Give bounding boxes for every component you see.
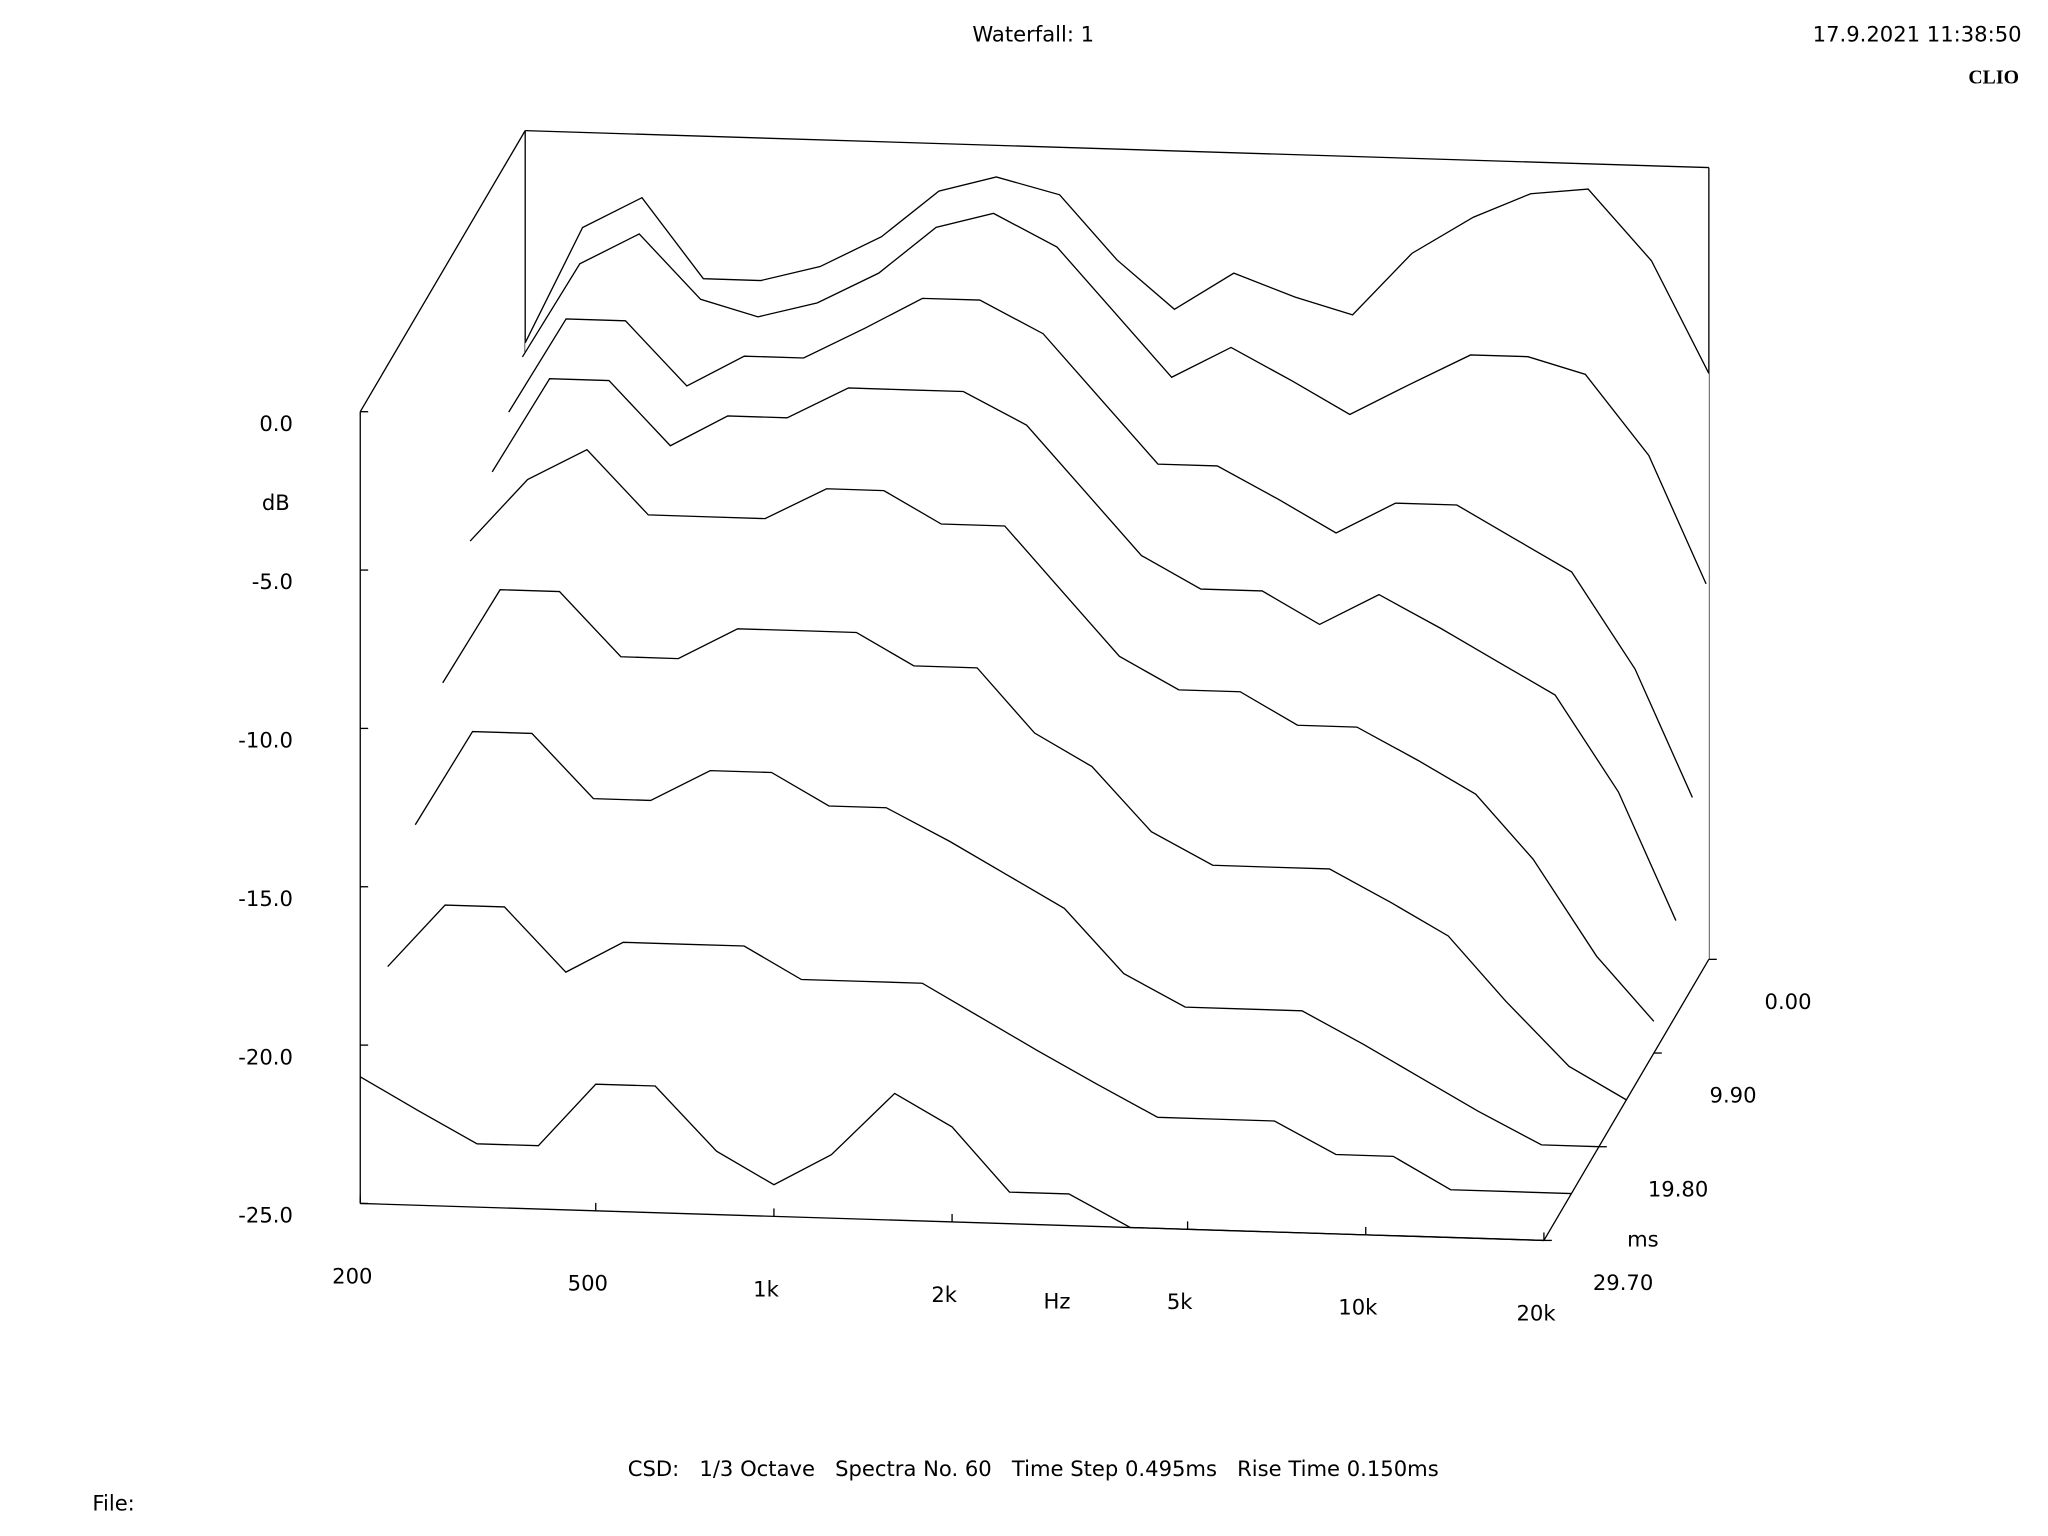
spectrum-slice	[508, 297, 1693, 798]
spectrum-slice	[524, 176, 1710, 374]
z-tick-label: 29.70	[1593, 1270, 1653, 1295]
spectrum-slice	[521, 212, 1707, 585]
x-axis-label: Hz	[1044, 1288, 1071, 1313]
x-tick-label: 10k	[1338, 1295, 1378, 1320]
slice-mask	[360, 1076, 1544, 1241]
x-tick-label: 200	[332, 1263, 372, 1288]
y-tick-label: -15.0	[238, 886, 293, 911]
y-axis-label: dB	[262, 490, 290, 515]
y-tick-label: -20.0	[238, 1044, 293, 1069]
spectrum-slice	[469, 448, 1655, 1022]
y-tick-label: 0.0	[259, 411, 293, 436]
y-tick-label: -10.0	[238, 728, 293, 753]
z-tick-label: 9.90	[1710, 1083, 1757, 1108]
spectrum-slice	[491, 378, 1677, 921]
chart-title: Waterfall: 1	[972, 22, 1094, 47]
z-axis-label: ms	[1627, 1226, 1659, 1251]
x-tick-label: 1k	[753, 1276, 779, 1301]
right-depth-edge	[1543, 959, 1710, 1241]
spectrum-slice	[442, 589, 1627, 1101]
left-top-edge	[359, 130, 526, 413]
z-tick-label: 19.80	[1648, 1176, 1708, 1201]
file-label: File:	[92, 1490, 134, 1515]
x-tick-label: 5k	[1167, 1289, 1193, 1314]
back-top-edge	[525, 129, 1709, 169]
spectrum-slice	[387, 904, 1572, 1195]
x-tick-label: 2k	[931, 1282, 957, 1307]
y-tick-label: -5.0	[252, 569, 293, 594]
brand: CLIO	[1968, 67, 2019, 89]
x-tick-label: 500	[568, 1271, 608, 1296]
z-tick-label: 0.00	[1765, 989, 1812, 1014]
timestamp: 17.9.2021 11:38:50	[1813, 22, 2022, 47]
spectrum-slice	[414, 730, 1599, 1148]
footer: CSD: 1/3 Octave Spectra No. 60 Time Step…	[628, 1456, 1439, 1481]
x-tick-label: 20k	[1516, 1300, 1556, 1325]
y-tick-label: -25.0	[238, 1203, 293, 1228]
